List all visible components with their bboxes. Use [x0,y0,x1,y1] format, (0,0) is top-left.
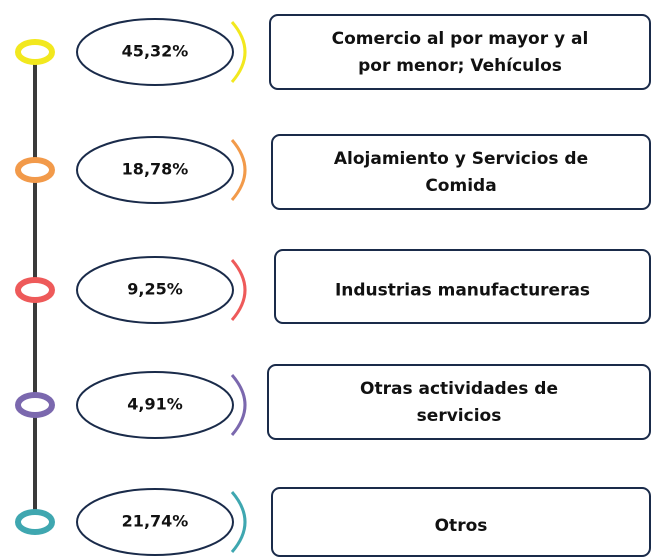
percent-bubble [76,136,234,204]
ring [15,509,55,535]
percent-bubble [76,488,234,556]
arc [230,21,247,83]
label-line: Otras actividades de [360,379,558,399]
label-line: Industrias manufactureras [335,281,590,301]
label-line: Otros [435,516,488,536]
label-line: Comercio al por mayor y al [332,29,589,49]
label-box [267,364,651,440]
percent-bubble [76,18,234,86]
label-box [274,249,651,324]
label-line: Comida [425,176,496,196]
percent: 4,91% [127,395,183,414]
percent: 21,74% [122,512,189,531]
percent-bubble [76,256,234,324]
arc [230,491,247,553]
ring [15,392,55,418]
label-box [271,487,651,557]
percent: 45,32% [122,42,189,61]
label-line: servicios [417,406,502,426]
percent: 9,25% [127,280,183,299]
ring [15,39,55,65]
label-box [271,134,651,210]
ring [15,277,55,303]
label-line: Alojamiento y Servicios de [334,149,588,169]
label-line: por menor; Vehículos [358,56,562,76]
percent: 18,78% [122,160,189,179]
arc [230,259,247,321]
arc [230,139,247,201]
ring [15,157,55,183]
label-box [269,14,651,90]
arc [230,374,247,436]
percent-bubble [76,371,234,439]
